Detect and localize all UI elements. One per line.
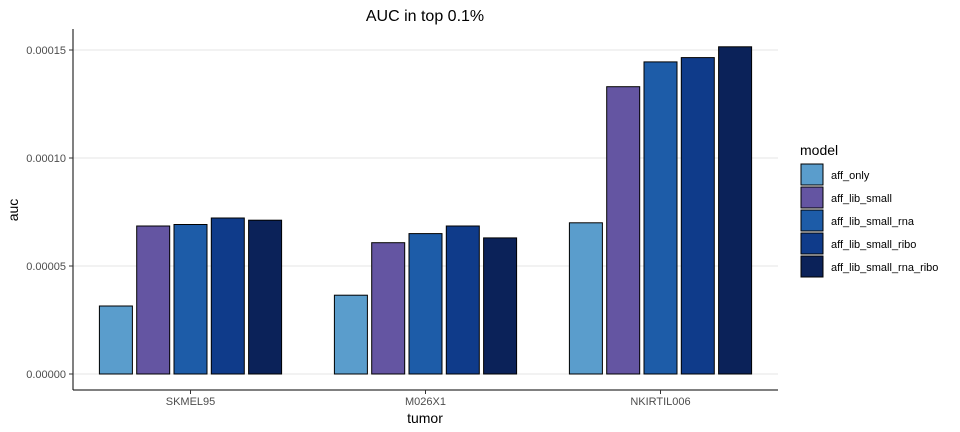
y-tick-label: 0.00010 (26, 153, 66, 165)
legend-label: aff_lib_small_ribo (831, 239, 916, 251)
y-tick-label: 0.00015 (26, 45, 66, 57)
bar-aff_lib_small_rna_ribo-M026X1 (483, 237, 518, 375)
bar-aff_lib_small-NKIRTIL006 (606, 86, 641, 375)
bar-aff_lib_small_rna-M026X1 (408, 233, 443, 375)
legend-key-aff_lib_small_rna (800, 209, 824, 232)
bar-aff_lib_small-M026X1 (371, 242, 406, 375)
bar-aff_only-M026X1 (333, 294, 368, 375)
legend-key-aff_only (800, 163, 824, 186)
bar-aff_lib_small_rna-SKMEL95 (173, 224, 208, 375)
bar-aff_lib_small_rna-NKIRTIL006 (643, 61, 678, 375)
legend: model aff_only aff_lib_small aff_lib_small… (800, 142, 938, 278)
legend-key-aff_lib_small_ribo (800, 232, 824, 255)
legend-label: aff_lib_small (831, 193, 892, 205)
bars (98, 46, 753, 375)
x-axis-title: tumor (407, 410, 443, 426)
x-ticks: SKMEL95 M026X1 NKIRTIL006 (166, 390, 691, 408)
bar-aff_only-NKIRTIL006 (568, 222, 603, 375)
legend-key-aff_lib_small_rna_ribo (800, 255, 824, 278)
y-axis-title: auc (5, 199, 21, 222)
legend-label: aff_lib_small_rna (831, 216, 915, 228)
legend-label: aff_only (831, 170, 870, 182)
chart-title: AUC in top 0.1% (366, 8, 484, 25)
y-tick-label: 0.00000 (26, 369, 66, 381)
x-tick-label: NKIRTIL006 (630, 396, 690, 408)
bar-aff_lib_small_ribo-M026X1 (445, 225, 480, 375)
bar-aff_lib_small_ribo-SKMEL95 (210, 217, 245, 375)
legend-label: aff_lib_small_rna_ribo (831, 262, 938, 274)
bar-aff_lib_small_rna_ribo-SKMEL95 (248, 219, 283, 375)
x-tick-label: SKMEL95 (166, 396, 216, 408)
bar-aff_lib_small_ribo-NKIRTIL006 (680, 57, 715, 375)
x-tick-label: M026X1 (405, 396, 446, 408)
legend-key-aff_lib_small (800, 186, 824, 209)
y-tick-label: 0.00005 (26, 261, 66, 273)
bar-aff_lib_small_rna_ribo-NKIRTIL006 (718, 46, 753, 375)
legend-title: model (800, 142, 838, 158)
bar-aff_lib_small-SKMEL95 (136, 225, 171, 375)
bar-aff_only-SKMEL95 (98, 305, 133, 375)
y-ticks: 0.00000 0.00005 0.00010 0.00015 (26, 45, 73, 381)
